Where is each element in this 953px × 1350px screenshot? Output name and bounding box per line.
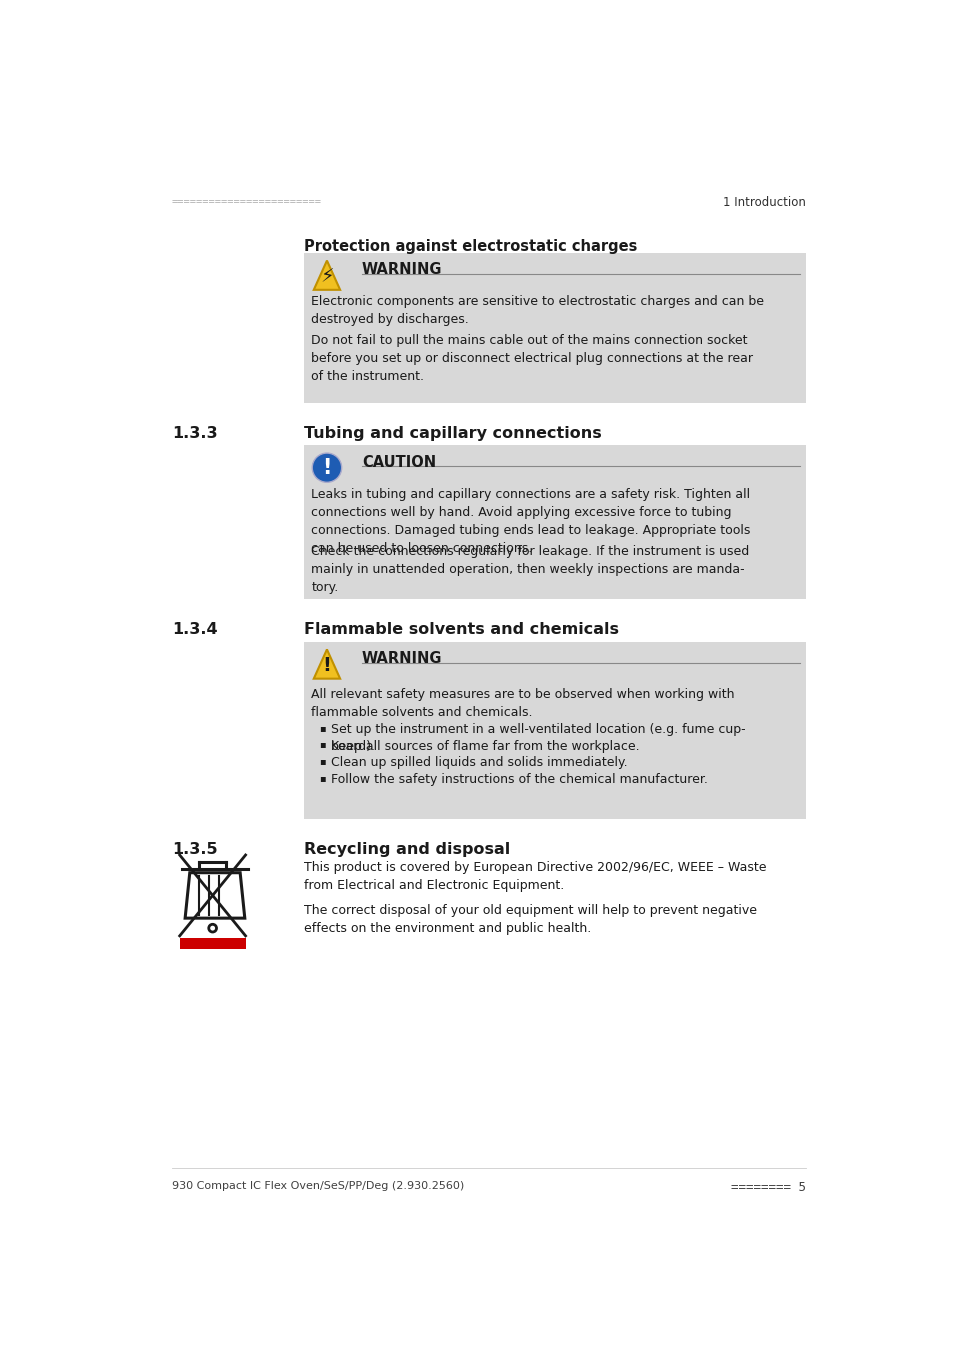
Text: Set up the instrument in a well-ventilated location (e.g. fume cup-
board).: Set up the instrument in a well-ventilat… <box>331 722 744 752</box>
Text: Flammable solvents and chemicals: Flammable solvents and chemicals <box>303 622 618 637</box>
Polygon shape <box>314 649 340 679</box>
Text: Follow the safety instructions of the chemical manufacturer.: Follow the safety instructions of the ch… <box>331 774 707 787</box>
Text: 1.3.5: 1.3.5 <box>172 842 217 857</box>
FancyBboxPatch shape <box>179 938 245 949</box>
Text: ======== 5: ======== 5 <box>730 1181 805 1193</box>
Text: !: ! <box>322 458 332 478</box>
Text: Keep all sources of flame far from the workplace.: Keep all sources of flame far from the w… <box>331 740 639 752</box>
Text: Check the connections regularly for leakage. If the instrument is used
mainly in: Check the connections regularly for leak… <box>311 545 749 594</box>
FancyBboxPatch shape <box>303 641 805 819</box>
Text: Electronic components are sensitive to electrostatic charges and can be
destroye: Electronic components are sensitive to e… <box>311 296 763 327</box>
Polygon shape <box>314 261 340 290</box>
Text: Tubing and capillary connections: Tubing and capillary connections <box>303 427 600 441</box>
Circle shape <box>312 454 341 482</box>
Text: Clean up spilled liquids and solids immediately.: Clean up spilled liquids and solids imme… <box>331 756 627 770</box>
Text: CAUTION: CAUTION <box>361 455 436 470</box>
Text: ▪: ▪ <box>319 722 326 733</box>
FancyBboxPatch shape <box>303 446 805 599</box>
Text: WARNING: WARNING <box>361 651 442 666</box>
Text: WARNING: WARNING <box>361 262 442 277</box>
Text: Leaks in tubing and capillary connections are a safety risk. Tighten all
connect: Leaks in tubing and capillary connection… <box>311 487 750 555</box>
FancyBboxPatch shape <box>303 252 805 404</box>
Text: 1.3.3: 1.3.3 <box>172 427 217 441</box>
Text: Protection against electrostatic charges: Protection against electrostatic charges <box>303 239 637 254</box>
Text: ▪: ▪ <box>319 774 326 783</box>
Text: 1.3.4: 1.3.4 <box>172 622 217 637</box>
Text: ⚡: ⚡ <box>320 267 334 286</box>
Text: Do not fail to pull the mains cable out of the mains connection socket
before yo: Do not fail to pull the mains cable out … <box>311 333 753 382</box>
Text: ========================: ======================== <box>172 197 321 207</box>
Text: All relevant safety measures are to be observed when working with
flammable solv: All relevant safety measures are to be o… <box>311 688 734 720</box>
Text: Recycling and disposal: Recycling and disposal <box>303 842 510 857</box>
Text: ▪: ▪ <box>319 756 326 767</box>
Text: !: ! <box>322 656 331 675</box>
Text: The correct disposal of your old equipment will help to prevent negative
effects: The correct disposal of your old equipme… <box>303 903 756 934</box>
Text: 1 Introduction: 1 Introduction <box>722 196 805 208</box>
Text: ▪: ▪ <box>319 740 326 749</box>
Text: This product is covered by European Directive 2002/96/EC, WEEE – Waste
from Elec: This product is covered by European Dire… <box>303 861 765 892</box>
Text: 930 Compact IC Flex Oven/SeS/PP/Deg (2.930.2560): 930 Compact IC Flex Oven/SeS/PP/Deg (2.9… <box>172 1181 464 1191</box>
